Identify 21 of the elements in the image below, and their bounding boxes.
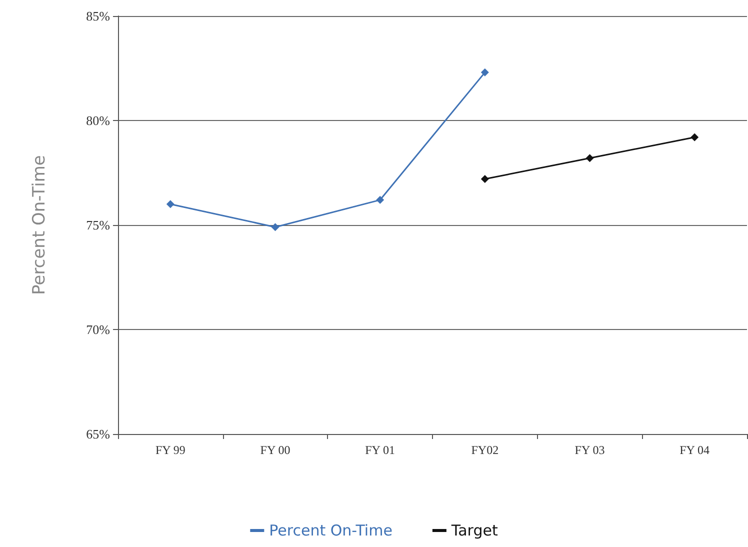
point xyxy=(271,223,280,232)
x-tick-label: FY 03 xyxy=(574,443,605,457)
x-tick-label: FY02 xyxy=(471,443,499,457)
y-tick-label: 80% xyxy=(86,113,110,128)
point xyxy=(480,175,489,184)
legend-label: Target xyxy=(450,522,498,540)
y-axis-title: Percent On-Time xyxy=(30,155,50,295)
point xyxy=(690,133,699,142)
y-tick-label: 70% xyxy=(86,322,110,337)
x-tick-label: FY 00 xyxy=(260,443,290,457)
point xyxy=(586,154,594,162)
x-tick-label: FY 99 xyxy=(155,443,186,457)
point xyxy=(376,196,384,204)
point xyxy=(166,200,174,208)
legend-label: Percent On-Time xyxy=(269,522,392,540)
point xyxy=(480,68,489,76)
y-tick-label: 75% xyxy=(86,218,110,232)
x-tick-label: FY 04 xyxy=(680,443,710,457)
x-tick-label: FY 01 xyxy=(365,443,396,457)
y-tick-label: 65% xyxy=(86,426,110,442)
y-tick-label: 85% xyxy=(86,8,110,24)
